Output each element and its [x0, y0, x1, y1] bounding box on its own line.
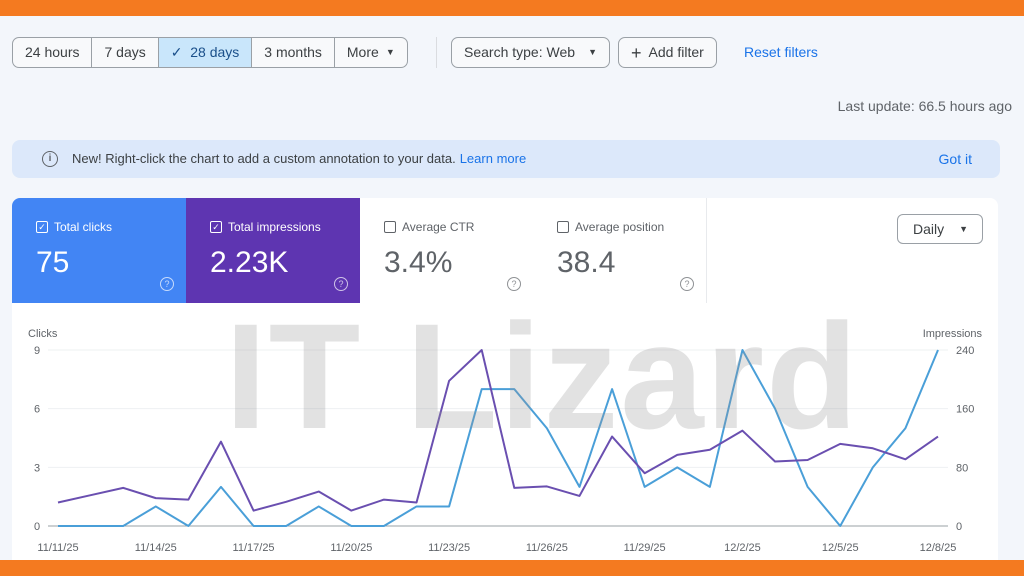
last-update: Last update: 66.5 hours ago: [837, 98, 1012, 114]
metric-average-ctr[interactable]: Average CTR 3.4% ?: [360, 198, 534, 303]
y-tick-left: 3: [34, 462, 40, 474]
x-tick: 11/17/25: [233, 542, 275, 554]
series-line-impressions: [57, 349, 939, 512]
y-tick-right: 0: [956, 521, 962, 533]
y-tick-left: 9: [34, 345, 40, 357]
caret-down-icon: ▼: [588, 47, 597, 57]
granularity-dropdown[interactable]: Daily ▼: [897, 214, 983, 244]
help-icon[interactable]: ?: [160, 277, 174, 291]
range-24-hours[interactable]: 24 hours: [13, 38, 93, 67]
x-tick: 11/29/25: [624, 542, 666, 554]
date-range-selector: 24 hours 7 days ✓ 28 days 3 months More ▼: [12, 37, 408, 68]
x-tick: 12/8/25: [920, 542, 957, 554]
search-type-dropdown[interactable]: Search type: Web ▼: [451, 37, 610, 68]
add-filter-label: Add filter: [648, 44, 704, 60]
annotation-banner: i New! Right-click the chart to add a cu…: [12, 140, 1000, 178]
learn-more-link[interactable]: Learn more: [459, 151, 527, 166]
bottom-border: [0, 560, 1024, 576]
granularity-label: Daily: [913, 221, 945, 237]
metric-average-position[interactable]: Average position 38.4 ?: [533, 198, 707, 303]
top-border: [0, 0, 1024, 16]
x-tick: 11/23/25: [428, 542, 470, 554]
y-axis-label-left: Clicks: [28, 328, 58, 340]
x-tick: 12/2/25: [724, 542, 761, 554]
divider: [436, 37, 437, 68]
add-filter-button[interactable]: + Add filter: [618, 37, 717, 68]
series-line-clicks: [58, 349, 939, 527]
y-tick-right: 160: [956, 404, 974, 416]
range-28-days[interactable]: ✓ 28 days: [158, 38, 253, 67]
got-it-button[interactable]: Got it: [938, 151, 972, 167]
metric-label: Total clicks: [54, 220, 113, 234]
x-tick: 12/5/25: [822, 542, 859, 554]
metric-label: Average CTR: [402, 220, 475, 234]
help-icon[interactable]: ?: [680, 277, 694, 291]
reset-filters-link[interactable]: Reset filters: [744, 44, 818, 60]
banner-text: New! Right-click the chart to add a cust…: [72, 151, 456, 166]
range-28-days-label: 28 days: [190, 44, 240, 60]
x-tick: 11/14/25: [135, 542, 177, 554]
x-tick: 11/26/25: [526, 542, 568, 554]
caret-down-icon: ▼: [959, 224, 968, 234]
plus-icon: +: [631, 43, 642, 63]
y-tick-right: 240: [956, 345, 974, 357]
checkbox-unchecked-icon: [557, 221, 569, 233]
range-more-label: More: [346, 44, 379, 60]
y-tick-left: 0: [34, 521, 40, 533]
metric-label: Total impressions: [228, 220, 321, 234]
y-tick-right: 80: [956, 462, 968, 474]
search-type-label: Search type: Web: [464, 44, 576, 60]
y-axis-label-right: Impressions: [923, 328, 983, 340]
checkbox-checked-icon: ✓: [36, 221, 48, 233]
metric-value: 2.23K: [210, 246, 289, 279]
y-tick-left: 6: [34, 404, 40, 416]
help-icon[interactable]: ?: [334, 277, 348, 291]
x-tick: 11/20/25: [330, 542, 372, 554]
checkbox-checked-icon: ✓: [210, 221, 222, 233]
metric-total-impressions[interactable]: ✓ Total impressions 2.23K ?: [186, 198, 360, 303]
caret-down-icon: ▼: [385, 47, 395, 57]
checkbox-unchecked-icon: [384, 221, 396, 233]
metric-value: 75: [36, 246, 70, 279]
x-tick: 11/11/25: [37, 542, 78, 554]
metric-value: 38.4: [557, 246, 616, 279]
info-icon: i: [42, 151, 58, 167]
range-7-days[interactable]: 7 days: [92, 38, 159, 67]
range-more[interactable]: More ▼: [335, 38, 407, 67]
range-3-months[interactable]: 3 months: [252, 38, 335, 67]
metric-total-clicks[interactable]: ✓ Total clicks 75 ?: [12, 198, 186, 303]
help-icon[interactable]: ?: [507, 277, 521, 291]
metric-label: Average position: [575, 220, 665, 234]
metric-value: 3.4%: [384, 246, 453, 279]
